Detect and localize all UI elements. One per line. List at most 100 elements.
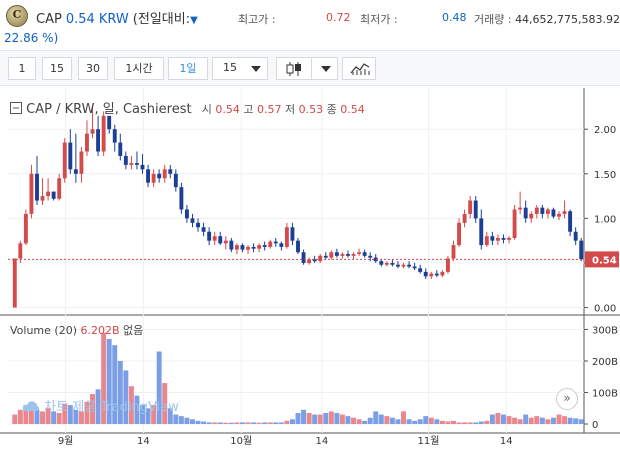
candle-body — [96, 129, 101, 152]
volume-bar — [112, 345, 118, 424]
candle-body — [512, 209, 517, 238]
candle-body — [351, 254, 356, 256]
volume-bar — [467, 422, 473, 424]
candle-body — [568, 211, 573, 232]
volume-bar — [351, 417, 357, 424]
volume-bar — [439, 420, 445, 424]
volume-bar — [178, 416, 184, 424]
candle-body — [12, 258, 17, 308]
candle-body — [301, 252, 306, 263]
candle-body — [423, 271, 428, 277]
candle-body — [473, 200, 478, 219]
volume-bar — [301, 409, 307, 424]
candle-body — [73, 169, 78, 174]
last-price-tag-label: 0.54 — [592, 255, 617, 266]
chart-toolbar: 1 15 30 1시간 1일 15 — [0, 50, 620, 86]
candle-body — [307, 259, 312, 263]
interval-1-button[interactable]: 1 — [8, 57, 36, 80]
low-value: 0.48 — [442, 11, 467, 24]
interval-1d-button[interactable]: 1일 — [168, 57, 208, 80]
time-tick-label: 9월 — [58, 435, 74, 447]
volume-bar — [317, 414, 323, 424]
divider — [311, 58, 312, 79]
volume-bar — [78, 411, 84, 424]
volume-value: 44,652,775,583.92 — [515, 13, 620, 26]
candle-body — [223, 240, 228, 244]
candle-body — [123, 155, 128, 165]
candle-body — [557, 213, 561, 217]
volume-bar — [495, 412, 501, 424]
volume-legend-value: 6.202B — [80, 324, 120, 337]
volume-bar — [384, 416, 390, 424]
candle-body — [35, 173, 39, 201]
volume-bar — [106, 338, 112, 424]
range-select[interactable]: 15 — [212, 57, 268, 80]
candle-body — [484, 236, 489, 246]
interval-1h-button[interactable]: 1시간 — [114, 57, 164, 80]
price-chart[interactable]: 2.001.501.000.500.00300B200B100B09월1410월… — [0, 88, 620, 450]
high-value: 0.57 — [256, 103, 282, 116]
tradingview-watermark[interactable]: 차트 제공 TradingView — [22, 396, 179, 415]
candle-body — [534, 207, 539, 214]
volume-bar — [34, 409, 40, 424]
volume-bar — [239, 422, 245, 424]
volume-tick-label: 200B — [592, 357, 618, 368]
volume-bar — [512, 417, 518, 424]
volume-bar — [84, 401, 90, 424]
collapse-legend-icon[interactable] — [10, 102, 22, 114]
volume-bar — [62, 403, 68, 424]
low-label: 저 — [284, 103, 296, 116]
candle-body — [373, 257, 378, 262]
volume-bar — [423, 416, 429, 424]
volume-bar — [256, 422, 262, 424]
indicator-chart-icon — [350, 63, 370, 75]
volume-bar — [245, 422, 251, 424]
candle-body — [207, 231, 212, 241]
interval-30-button[interactable]: 30 — [78, 57, 108, 80]
candle-body — [379, 261, 384, 265]
candle-body — [168, 169, 173, 174]
expand-button[interactable]: » — [556, 388, 578, 410]
candle-body — [146, 169, 151, 183]
interval-15-button[interactable]: 15 — [42, 57, 72, 80]
volume-bar — [412, 420, 418, 424]
volume-bar — [523, 414, 529, 424]
candle-body — [201, 227, 206, 232]
volume-bar — [306, 412, 312, 424]
candle-body — [273, 241, 278, 244]
candle-body — [545, 209, 550, 214]
candle-body — [157, 173, 162, 179]
candle-body — [107, 115, 112, 130]
chart-area[interactable]: 2.001.501.000.500.00300B200B100B09월1410월… — [0, 88, 620, 450]
time-tick-label: 14 — [500, 436, 513, 447]
volume-bar — [328, 411, 334, 424]
candle-body — [518, 207, 523, 210]
candle-body — [18, 243, 23, 259]
volume-bar — [23, 405, 29, 424]
chart-type-select[interactable] — [276, 57, 338, 80]
candle-body — [240, 245, 245, 250]
volume-bar — [556, 414, 562, 424]
candle-body — [296, 240, 300, 253]
volume-bar — [506, 416, 512, 424]
candle-body — [340, 254, 345, 256]
candle-body — [140, 164, 145, 170]
candle-body — [479, 218, 484, 246]
candle-body — [445, 258, 450, 272]
volume-bar — [190, 419, 195, 424]
candle-body — [412, 266, 417, 269]
indicator-button[interactable] — [342, 57, 376, 80]
volume-bar — [539, 417, 545, 424]
chevron-down-icon — [321, 66, 331, 72]
volume-bar — [528, 417, 534, 424]
candle-body — [490, 236, 495, 241]
volume-bar — [167, 408, 173, 424]
volume-bar — [312, 414, 318, 424]
candle-body — [229, 240, 234, 250]
ticker-line: CAP 0.54 KRW (전일대비:▼ — [36, 8, 198, 27]
cloud-icon — [22, 401, 40, 411]
time-tick-label: 10월 — [230, 435, 252, 447]
volume-bar — [473, 422, 479, 424]
volume-bar — [378, 414, 384, 424]
volume-label: 거래량 : — [474, 13, 512, 26]
